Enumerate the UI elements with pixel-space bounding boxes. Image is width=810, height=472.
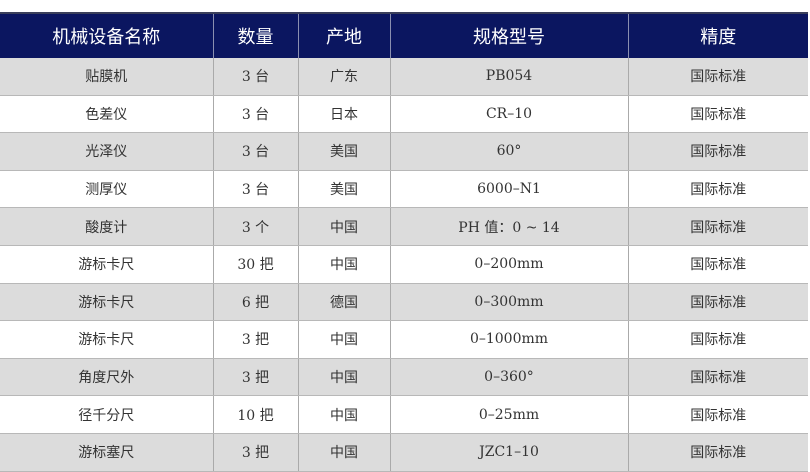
cell-model: 0–300mm [390,283,629,322]
header-origin: 产地 [298,12,391,58]
cell-origin: 中国 [298,320,391,359]
cell-name: 游标卡尺 [0,245,214,284]
cell-model: PB054 [390,58,629,96]
cell-precision: 国际标准 [628,132,808,171]
cell-precision: 国际标准 [628,395,808,434]
cell-name: 测厚仪 [0,170,214,209]
table-row: 测厚仪 3 台美国 6000–N1 国际标准 [0,170,808,209]
cell-precision: 国际标准 [628,320,808,359]
cell-name: 酸度计 [0,207,214,246]
cell-origin: 德国 [298,283,391,322]
table-row: 色差仪 3 台日本 CR–10 国际标准 [0,95,808,134]
cell-name: 游标塞尺 [0,433,214,472]
cell-quantity: 3 把 [213,320,299,359]
table-row: 游标卡尺 30 把中国 0–200mm 国际标准 [0,245,808,284]
cell-name: 游标卡尺 [0,320,214,359]
cell-name: 角度尺外 [0,358,214,397]
cell-name: 色差仪 [0,95,214,134]
cell-origin: 中国 [298,358,391,397]
table-row: 光泽仪 3 台美国 60° 国际标准 [0,132,808,171]
table-row: 酸度计 3 个中国 PH 值：0 ~ 14 国际标准 [0,207,808,246]
table-row: 游标卡尺 3 把中国 0–1000mm 国际标准 [0,320,808,359]
cell-quantity: 3 台 [213,170,299,209]
cell-precision: 国际标准 [628,283,808,322]
cell-origin: 中国 [298,395,391,434]
cell-model: CR–10 [390,95,629,134]
cell-origin: 中国 [298,433,391,472]
cell-name: 光泽仪 [0,132,214,171]
cell-quantity: 10 把 [213,395,299,434]
cell-model: JZC1–10 [390,433,629,472]
cell-origin: 美国 [298,132,391,171]
cell-model: 0–200mm [390,245,629,284]
equipment-table: 机械设备名称 数量 产地 规格型号 精度 贴膜机 3 台广东 PB054 国际标准 色差仪 3 台… [0,12,808,472]
cell-quantity: 3 把 [213,433,299,472]
cell-origin: 中国 [298,245,391,284]
header-quantity: 数量 [213,12,299,58]
cell-origin: 日本 [298,95,391,134]
cell-precision: 国际标准 [628,58,808,96]
table-row: 径千分尺 10 把中国 0–25mm 国际标准 [0,395,808,434]
table-row: 游标塞尺 3 把中国 JZC1–10 国际标准 [0,433,808,472]
cell-model: 0–360° [390,358,629,397]
cell-precision: 国际标准 [628,170,808,209]
header-name: 机械设备名称 [0,12,214,58]
cell-quantity: 3 台 [213,132,299,171]
cell-quantity: 30 把 [213,245,299,284]
cell-precision: 国际标准 [628,433,808,472]
cell-model: 0–1000mm [390,320,629,359]
cell-quantity: 3 台 [213,58,299,96]
table-row: 角度尺外 3 把中国 0–360° 国际标准 [0,358,808,397]
cell-quantity: 3 台 [213,95,299,134]
cell-origin: 广东 [298,58,391,96]
cell-origin: 美国 [298,170,391,209]
cell-quantity: 3 把 [213,358,299,397]
cell-precision: 国际标准 [628,95,808,134]
cell-quantity: 6 把 [213,283,299,322]
cell-name: 径千分尺 [0,395,214,434]
cell-model: PH 值：0 ~ 14 [390,207,629,246]
cell-name: 游标卡尺 [0,283,214,322]
cell-model: 6000–N1 [390,170,629,209]
cell-precision: 国际标准 [628,207,808,246]
cell-model: 0–25mm [390,395,629,434]
cell-quantity: 3 个 [213,207,299,246]
cell-origin: 中国 [298,207,391,246]
cell-precision: 国际标准 [628,358,808,397]
header-model: 规格型号 [390,12,629,58]
table-row: 游标卡尺 6 把德国 0–300mm 国际标准 [0,283,808,322]
cell-name: 贴膜机 [0,58,214,96]
header-precision: 精度 [628,12,808,58]
cell-model: 60° [390,132,629,171]
cell-precision: 国际标准 [628,245,808,284]
table-row: 贴膜机 3 台广东 PB054 国际标准 [0,58,808,96]
header-row: 机械设备名称 数量 产地 规格型号 精度 [0,12,808,58]
